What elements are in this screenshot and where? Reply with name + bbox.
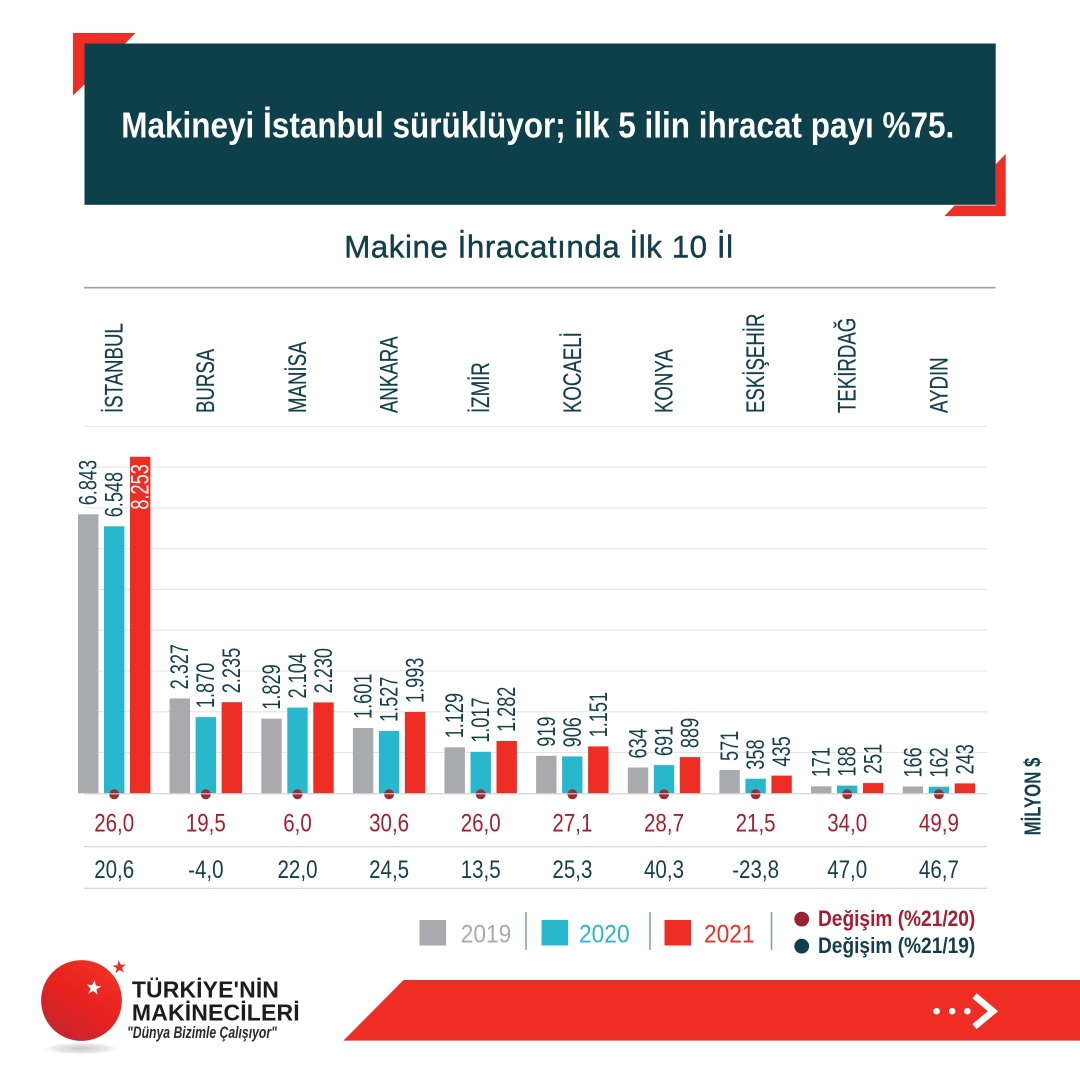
svg-text:1.870: 1.870 [191, 663, 219, 708]
svg-text:20,6: 20,6 [94, 855, 134, 883]
svg-text:KONYA: KONYA [650, 349, 678, 413]
svg-text:21,5: 21,5 [736, 809, 776, 837]
svg-text:13,5: 13,5 [461, 855, 501, 883]
svg-text:435: 435 [767, 736, 795, 766]
svg-text:Makine İhracatında İlk 10 İl: Makine İhracatında İlk 10 İl [344, 230, 733, 265]
svg-text:22,0: 22,0 [278, 855, 318, 883]
svg-text:ANKARA: ANKARA [375, 336, 403, 413]
svg-text:1.017: 1.017 [466, 697, 494, 742]
svg-text:2021: 2021 [704, 920, 755, 948]
svg-text:889: 889 [676, 718, 704, 748]
svg-text:Değişim (%21/19): Değişim (%21/19) [818, 934, 975, 959]
svg-text:34,0: 34,0 [827, 809, 867, 837]
svg-text:26,0: 26,0 [461, 809, 501, 837]
svg-text:30,6: 30,6 [369, 809, 409, 837]
svg-text:1.993: 1.993 [401, 658, 429, 703]
svg-text:1.151: 1.151 [584, 692, 612, 737]
svg-text:2.327: 2.327 [165, 644, 193, 689]
svg-text:2.235: 2.235 [217, 648, 245, 693]
svg-text:166: 166 [899, 747, 927, 777]
svg-text:6,0: 6,0 [283, 809, 312, 837]
svg-text:571: 571 [715, 731, 743, 761]
svg-text:1.282: 1.282 [492, 687, 520, 732]
svg-text:2.230: 2.230 [309, 648, 337, 693]
svg-text:ESKİŞEHİR: ESKİŞEHİR [741, 314, 769, 413]
svg-text:İZMİR: İZMİR [467, 362, 495, 413]
svg-text:-23,8: -23,8 [732, 855, 779, 883]
svg-text:Makineyi İstanbul sürüklüyor;: Makineyi İstanbul sürüklüyor; ilk 5 ilin… [121, 105, 954, 146]
svg-text:26,0: 26,0 [94, 809, 134, 837]
svg-text:27,1: 27,1 [552, 809, 592, 837]
svg-text:28,7: 28,7 [644, 809, 684, 837]
svg-text:Değişim (%21/20): Değişim (%21/20) [818, 907, 975, 932]
svg-text:1.601: 1.601 [349, 674, 377, 719]
svg-text:358: 358 [741, 739, 769, 769]
svg-text:TEKİRDAĞ: TEKİRDAĞ [833, 318, 861, 413]
svg-text:1.829: 1.829 [257, 664, 285, 709]
svg-text:634: 634 [624, 728, 652, 758]
svg-text:AYDIN: AYDIN [925, 357, 953, 413]
svg-text:24,5: 24,5 [369, 855, 409, 883]
svg-text:8.253: 8.253 [126, 464, 154, 509]
svg-text:47,0: 47,0 [827, 855, 867, 883]
svg-text:162: 162 [925, 747, 953, 777]
svg-text:171: 171 [807, 747, 835, 777]
svg-text:2019: 2019 [461, 920, 512, 948]
svg-text:1.527: 1.527 [375, 677, 403, 722]
svg-text:BURSA: BURSA [192, 348, 220, 413]
svg-text:691: 691 [650, 726, 678, 756]
svg-text:919: 919 [532, 717, 560, 747]
svg-text:25,3: 25,3 [552, 855, 592, 883]
svg-text:2.104: 2.104 [283, 653, 311, 698]
svg-text:49,9: 49,9 [919, 809, 959, 837]
svg-text:906: 906 [558, 717, 586, 747]
svg-text:MANİSA: MANİSA [283, 341, 311, 413]
svg-text:2020: 2020 [579, 920, 630, 948]
svg-text:TÜRKİYE'NİN: TÜRKİYE'NİN [132, 977, 279, 1003]
svg-text:243: 243 [951, 744, 979, 774]
svg-text:251: 251 [859, 744, 887, 774]
svg-text:19,5: 19,5 [186, 809, 226, 837]
svg-text:MAKİNECİLERİ: MAKİNECİLERİ [132, 999, 300, 1025]
svg-text:6.843: 6.843 [74, 460, 102, 505]
svg-text:"Dünya Bizimle Çalışıyor": "Dünya Bizimle Çalışıyor" [127, 1025, 278, 1043]
svg-text:46,7: 46,7 [919, 855, 959, 883]
svg-text:-4,0: -4,0 [188, 855, 223, 883]
svg-text:KOCAELİ: KOCAELİ [558, 332, 586, 413]
svg-text:6.548: 6.548 [100, 472, 128, 517]
svg-text:40,3: 40,3 [644, 855, 684, 883]
svg-text:1.129: 1.129 [440, 693, 468, 738]
svg-text:İSTANBUL: İSTANBUL [100, 323, 128, 413]
svg-text:188: 188 [833, 746, 861, 776]
svg-text:MİLYON $: MİLYON $ [1020, 758, 1046, 836]
